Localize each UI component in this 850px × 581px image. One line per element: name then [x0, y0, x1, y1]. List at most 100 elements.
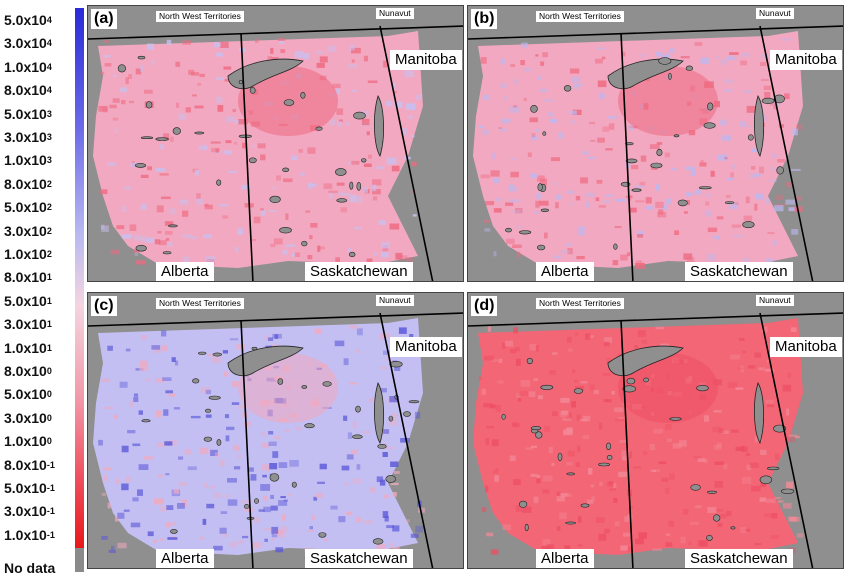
data-speckle	[658, 209, 664, 215]
label-manitoba: Manitoba	[390, 337, 462, 357]
data-speckle	[773, 105, 778, 110]
data-speckle	[731, 224, 741, 228]
data-speckle	[410, 135, 415, 138]
data-speckle	[751, 166, 756, 170]
data-speckle	[733, 234, 744, 237]
data-speckle	[402, 128, 407, 135]
data-speckle	[582, 435, 589, 440]
data-speckle	[381, 242, 390, 249]
small-lake	[540, 384, 554, 390]
data-speckle	[113, 414, 118, 420]
label-saskatchewan: Saskatchewan	[305, 262, 413, 281]
data-speckle	[303, 52, 310, 60]
data-speckle	[192, 94, 197, 97]
data-speckle	[548, 446, 553, 454]
legend-label: 3.0x10-1	[4, 503, 55, 521]
data-speckle	[122, 205, 127, 213]
data-speckle	[502, 524, 512, 531]
small-lake	[776, 166, 784, 175]
data-speckle	[225, 140, 232, 144]
data-speckle	[338, 516, 346, 523]
data-speckle	[533, 211, 540, 214]
data-speckle	[165, 238, 170, 241]
data-speckle	[747, 365, 756, 369]
legend-label-exponent: -1	[46, 483, 55, 493]
data-speckle	[540, 178, 548, 186]
data-speckle	[328, 190, 338, 194]
label-alberta: Alberta	[536, 549, 594, 568]
data-speckle	[512, 422, 517, 427]
data-speckle	[569, 68, 580, 74]
data-speckle	[380, 388, 387, 393]
legend-label-exponent: 0	[46, 366, 52, 376]
data-speckle	[743, 215, 753, 221]
data-speckle	[133, 249, 139, 253]
data-speckle	[384, 515, 389, 522]
data-speckle	[796, 124, 803, 131]
data-speckle	[697, 540, 705, 547]
legend-label-mantissa: 5.0x10	[4, 199, 47, 216]
data-speckle	[231, 381, 239, 387]
small-lake	[172, 127, 181, 135]
data-speckle	[291, 155, 298, 160]
small-lake	[625, 142, 634, 146]
data-speckle	[746, 464, 752, 471]
data-speckle	[210, 449, 218, 456]
data-speckle	[166, 505, 174, 510]
data-speckle	[582, 415, 591, 422]
legend-label-exponent: 1	[46, 295, 52, 306]
data-speckle	[530, 473, 538, 477]
data-speckle	[190, 236, 198, 240]
data-speckle	[216, 96, 223, 103]
legend-label-mantissa: 1.0x10	[4, 526, 47, 543]
data-speckle	[481, 507, 487, 512]
data-speckle	[495, 468, 499, 471]
data-speckle	[515, 505, 522, 512]
data-speckle	[363, 187, 368, 193]
data-speckle	[772, 240, 778, 246]
data-speckle	[742, 350, 747, 354]
data-speckle	[572, 109, 582, 115]
data-speckle	[599, 481, 603, 486]
data-speckle	[411, 190, 415, 193]
small-lake	[134, 163, 147, 168]
data-speckle	[535, 345, 539, 352]
data-speckle	[263, 496, 268, 501]
data-speckle	[121, 234, 132, 239]
data-speckle	[790, 327, 797, 332]
data-speckle	[680, 56, 690, 59]
data-speckle	[614, 521, 620, 527]
saskatchewan-manitoba-border	[379, 312, 434, 568]
data-speckle	[515, 347, 520, 352]
data-speckle	[485, 485, 489, 492]
data-speckle	[269, 463, 278, 470]
small-lake	[542, 131, 547, 136]
data-speckle	[109, 104, 117, 109]
data-speckle	[735, 446, 744, 451]
data-speckle	[116, 225, 125, 230]
data-speckle	[224, 414, 229, 419]
data-speckle	[250, 145, 256, 148]
data-speckle	[723, 464, 728, 470]
data-speckle	[704, 210, 712, 217]
small-lake	[203, 436, 213, 442]
legend-label-mantissa: 1.0x10	[4, 433, 47, 450]
data-speckle	[347, 248, 352, 252]
legend-label-mantissa: 5.0x10	[4, 386, 47, 403]
data-speckle	[589, 121, 596, 125]
data-speckle	[569, 120, 577, 124]
data-speckle	[211, 356, 221, 363]
data-speckle	[164, 221, 174, 226]
data-speckle	[414, 411, 421, 419]
data-speckle	[165, 390, 173, 394]
alberta-saskatchewan-border	[620, 319, 634, 568]
small-lake	[505, 227, 512, 233]
data-speckle	[305, 210, 311, 213]
legend-label-mantissa: 8.0x10	[4, 82, 47, 99]
legend-label: 8.0x101	[4, 269, 52, 287]
data-speckle	[483, 94, 489, 100]
legend-label-exponent: 2	[46, 202, 52, 213]
data-speckle	[575, 462, 580, 467]
data-speckle	[282, 249, 288, 255]
data-speckle	[704, 415, 709, 422]
